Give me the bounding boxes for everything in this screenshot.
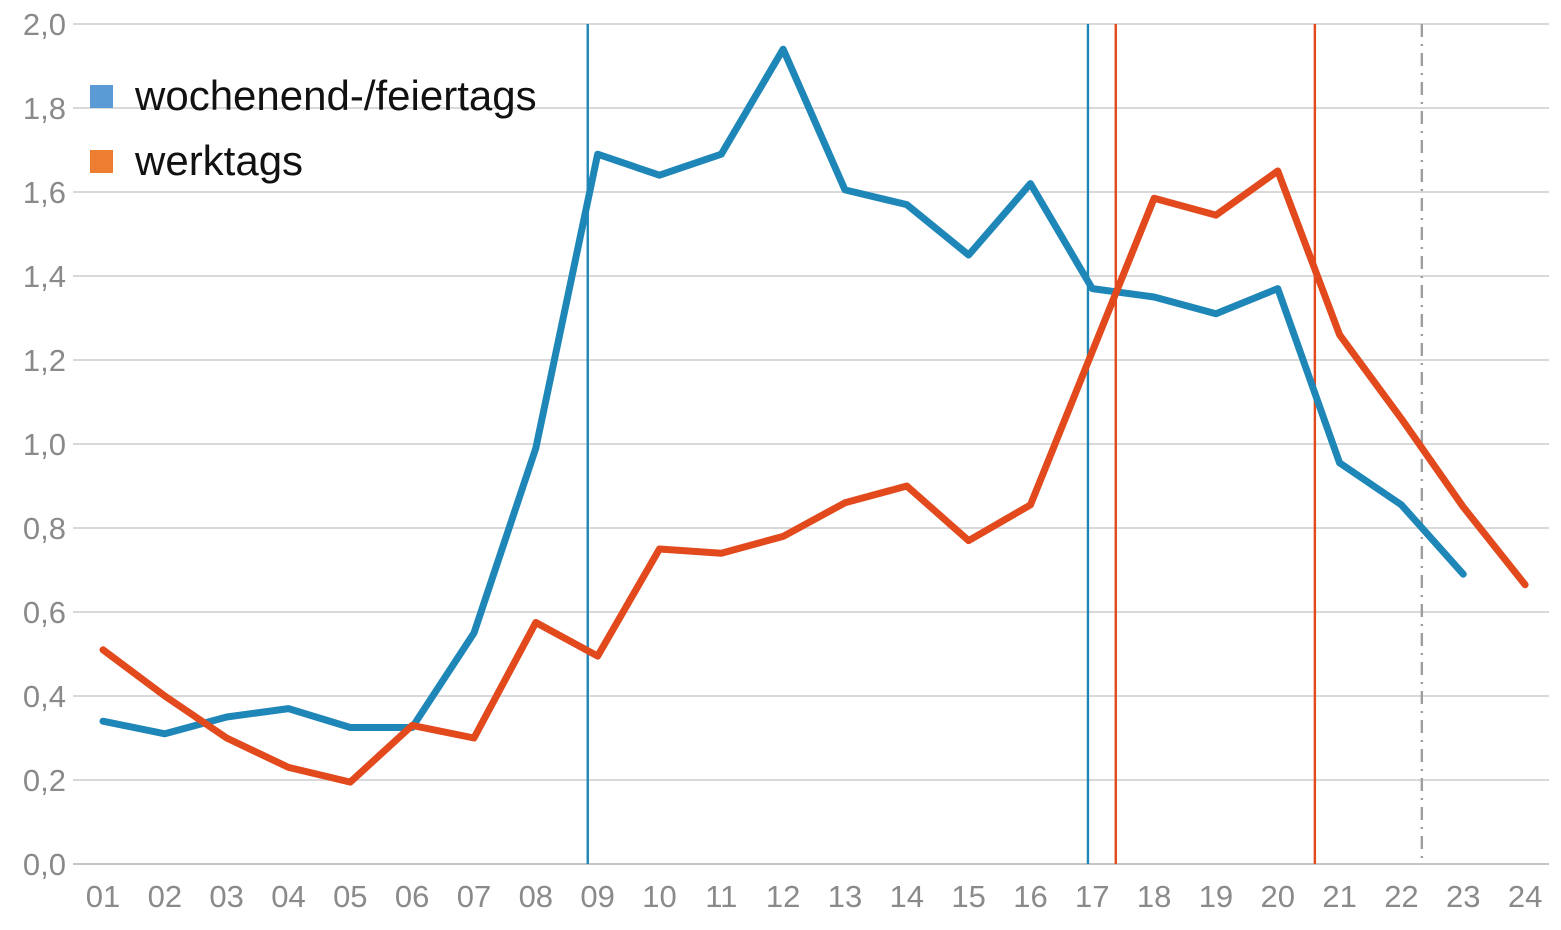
y-tick-label: 0,0: [23, 847, 66, 882]
x-tick-label: 14: [890, 879, 924, 914]
y-tick-label: 1,0: [23, 427, 66, 462]
y-tick-label: 0,4: [23, 679, 66, 714]
x-tick-label: 02: [148, 879, 182, 914]
series-line-weekend-holiday: [99, 45, 1467, 738]
x-tick-label: 19: [1199, 879, 1233, 914]
legend: wochenend-/feiertags werktags: [90, 74, 537, 204]
legend-label-weekend-holiday: wochenend-/feiertags: [135, 72, 537, 119]
legend-swatch-workday: [90, 149, 113, 173]
y-tick-label: 1,6: [23, 175, 66, 210]
y-tick-label: 0,2: [23, 763, 66, 798]
x-tick-label: 22: [1384, 879, 1418, 914]
x-tick-label: 08: [519, 879, 553, 914]
x-tick-label: 18: [1137, 879, 1171, 914]
y-tick-label: 1,4: [23, 259, 66, 294]
x-tick-label: 15: [951, 879, 985, 914]
y-tick-label: 2,0: [23, 7, 66, 42]
legend-item-weekend-holiday: wochenend-/feiertags: [90, 74, 537, 118]
x-tick-label: 06: [395, 879, 429, 914]
legend-swatch-weekend-holiday: [90, 84, 113, 108]
x-tick-label: 11: [705, 879, 737, 914]
x-tick-label: 10: [642, 879, 676, 914]
x-tick-label: 16: [1013, 879, 1047, 914]
x-tick-label: 05: [333, 879, 367, 914]
legend-label-workday: werktags: [135, 137, 304, 184]
y-tick-label: 0,6: [23, 595, 66, 630]
x-tick-label: 13: [828, 879, 862, 914]
x-tick-label: 09: [580, 879, 614, 914]
y-tick-label: 1,2: [23, 343, 66, 378]
x-tick-label: 17: [1075, 879, 1109, 914]
series-line-workday: [99, 167, 1529, 786]
x-tick-label: 21: [1322, 879, 1356, 914]
x-tick-label: 12: [766, 879, 800, 914]
x-tick-label: 07: [457, 879, 491, 914]
x-tick-label: 04: [271, 879, 305, 914]
x-tick-label: 01: [86, 879, 120, 914]
legend-item-workday: werktags: [90, 139, 537, 183]
x-tick-label: 23: [1446, 879, 1480, 914]
y-tick-label: 1,8: [23, 91, 66, 126]
y-tick-label: 0,8: [23, 511, 66, 546]
x-tick-label: 20: [1261, 879, 1295, 914]
x-tick-label: 03: [209, 879, 243, 914]
x-tick-label: 24: [1508, 879, 1542, 914]
